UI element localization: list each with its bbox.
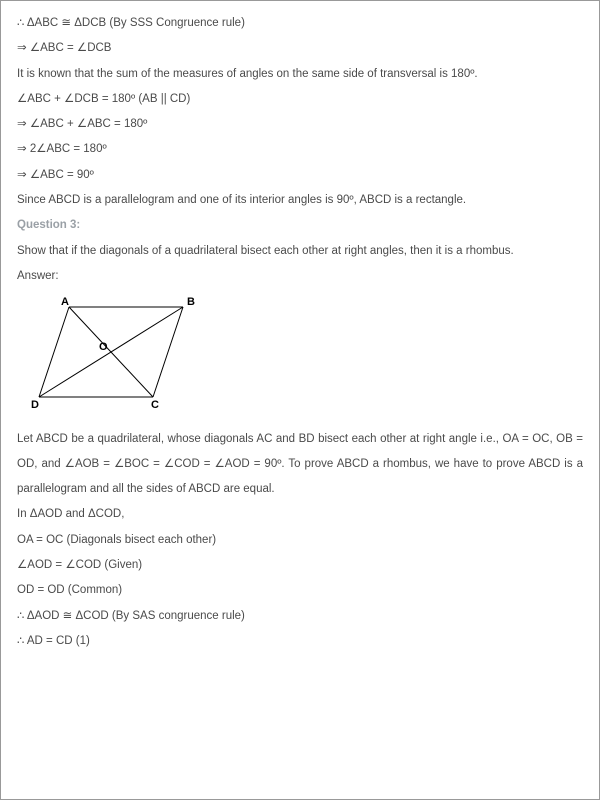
- answer-label: Answer:: [17, 264, 583, 289]
- proof2-line: OA = OC (Diagonals bisect each other): [17, 528, 583, 553]
- svg-text:O: O: [99, 341, 108, 353]
- proof1-line: ∴ ΔABC ≅ ΔDCB (By SSS Congruence rule): [17, 11, 583, 36]
- proof2-paragraph: Let ABCD be a quadrilateral, whose diago…: [17, 427, 583, 503]
- proof2-line: ∴ ΔAOD ≅ ΔCOD (By SAS congruence rule): [17, 604, 583, 629]
- proof2-line: ∴ AD = CD (1): [17, 629, 583, 654]
- proof1-line: ⇒ ∠ABC + ∠ABC = 180º: [17, 112, 583, 137]
- proof1-line: It is known that the sum of the measures…: [17, 62, 583, 87]
- proof1-line: ⇒ ∠ABC = ∠DCB: [17, 36, 583, 61]
- diagram-svg: A B C D O: [31, 295, 201, 410]
- page-container: ∴ ΔABC ≅ ΔDCB (By SSS Congruence rule) ⇒…: [0, 0, 600, 800]
- svg-text:B: B: [187, 296, 195, 308]
- question-text: Show that if the diagonals of a quadrila…: [17, 239, 583, 264]
- proof1-line: ⇒ 2∠ABC = 180º: [17, 137, 583, 162]
- proof1-line: ∠ABC + ∠DCB = 180º (AB || CD): [17, 87, 583, 112]
- proof2-line: OD = OD (Common): [17, 578, 583, 603]
- svg-text:A: A: [61, 296, 69, 308]
- rhombus-diagram: A B C D O: [31, 295, 583, 420]
- proof2-line: In ΔAOD and ΔCOD,: [17, 502, 583, 527]
- proof2-line: ∠AOD = ∠COD (Given): [17, 553, 583, 578]
- svg-text:D: D: [31, 399, 39, 410]
- proof1-line: Since ABCD is a parallelogram and one of…: [17, 188, 583, 213]
- question-label: Question 3:: [17, 213, 583, 238]
- svg-text:C: C: [151, 399, 159, 410]
- proof1-line: ⇒ ∠ABC = 90º: [17, 163, 583, 188]
